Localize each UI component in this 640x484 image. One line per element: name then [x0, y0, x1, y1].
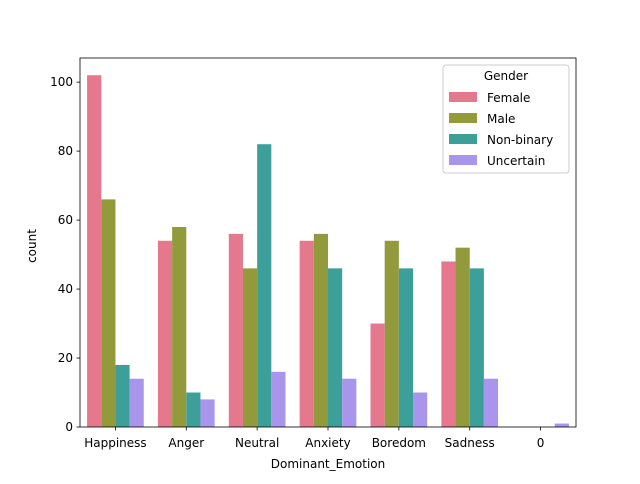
- bar-female-5: [441, 261, 456, 427]
- legend-label: Female: [487, 91, 530, 105]
- bar-non-binary-5: [469, 268, 484, 427]
- legend-swatch: [449, 134, 477, 144]
- legend-items: Female Male Non-binary Uncertain: [449, 91, 553, 168]
- legend: Gender Female Male Non-binary Uncertain: [442, 64, 570, 174]
- bar-non-binary-0: [115, 364, 130, 427]
- bar-non-binary-3: [328, 268, 343, 427]
- y-tick-label: 60: [58, 213, 73, 227]
- bar-uncertain-3: [342, 378, 357, 427]
- bar-uncertain-2: [271, 371, 286, 427]
- bar-uncertain-4: [413, 392, 428, 427]
- y-tick-label: 80: [58, 144, 73, 158]
- x-axis-label: Dominant_Emotion: [271, 457, 385, 471]
- y-tick-label: 0: [65, 420, 73, 434]
- bar-female-0: [87, 75, 102, 428]
- legend-swatch: [449, 92, 477, 102]
- bar-uncertain-1: [200, 399, 215, 427]
- bar-non-binary-1: [186, 392, 201, 427]
- bar-uncertain-6: [554, 423, 569, 427]
- bar-female-2: [228, 233, 243, 427]
- bar-non-binary-4: [398, 268, 414, 427]
- axes-layer: 0 20 40 60 80 100 Happiness Anger Neutral Anxiety…: [50, 57, 577, 450]
- bar-male-0: [101, 199, 116, 427]
- legend-swatch: [449, 113, 477, 123]
- x-tick-label: Anxiety: [305, 436, 350, 450]
- bar-female-1: [157, 240, 173, 427]
- bars-layer: [87, 75, 569, 428]
- y-tick-label: 100: [50, 75, 73, 89]
- bar-male-4: [384, 240, 399, 427]
- bar-male-5: [455, 247, 470, 427]
- bar-male-1: [172, 226, 187, 427]
- legend-label: Uncertain: [487, 154, 545, 168]
- bar-female-4: [370, 323, 385, 427]
- x-tick-label: Anger: [168, 436, 204, 450]
- bar-non-binary-2: [257, 144, 272, 427]
- legend-label: Non-binary: [487, 133, 553, 147]
- legend-label: Male: [487, 112, 515, 126]
- bar-male-3: [313, 233, 328, 427]
- bar-uncertain-5: [483, 378, 499, 427]
- x-tick-label: Happiness: [84, 436, 146, 450]
- y-tick-label: 20: [58, 351, 73, 365]
- x-tick-label: 0: [537, 436, 545, 450]
- bar-uncertain-0: [129, 378, 144, 427]
- x-tick-label: Sadness: [445, 436, 495, 450]
- legend-title: Gender: [484, 69, 528, 83]
- x-tick-label: Boredom: [372, 436, 426, 450]
- y-axis-label: count: [25, 229, 39, 263]
- legend-swatch: [449, 155, 477, 165]
- y-tick-label: 40: [58, 282, 73, 296]
- bar-male-2: [242, 268, 258, 427]
- bar-female-3: [299, 240, 314, 427]
- x-tick-label: Neutral: [235, 436, 279, 450]
